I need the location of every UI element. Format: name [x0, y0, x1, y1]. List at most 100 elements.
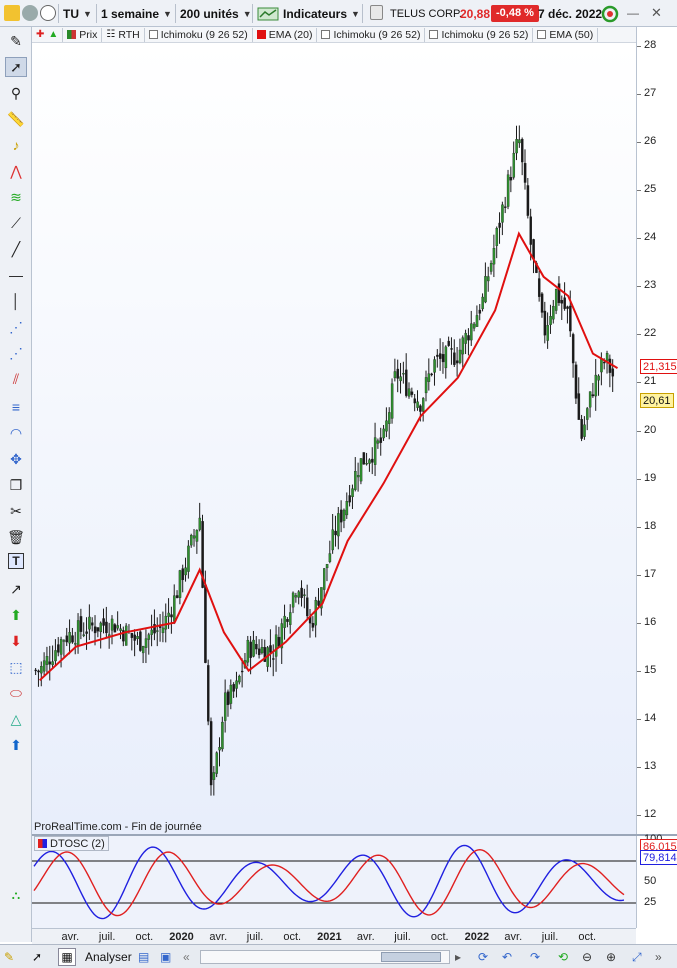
- scroll-end-icon[interactable]: »: [655, 950, 662, 964]
- text-icon[interactable]: T: [8, 553, 24, 569]
- candle: [300, 580, 303, 607]
- zoom-out-icon[interactable]: ⊖: [582, 950, 593, 964]
- scroll-right-icon[interactable]: ▸: [455, 950, 462, 964]
- pencil-icon[interactable]: ✎: [4, 950, 15, 964]
- gann-fan-icon[interactable]: ⋰: [9, 344, 23, 361]
- zoom-in-icon[interactable]: ⊕: [606, 950, 617, 964]
- candle-body: [566, 306, 569, 309]
- legend-ichimoku-1[interactable]: Ichimoku (9 26 52): [145, 27, 253, 42]
- dashboard-icon[interactable]: ▤: [138, 950, 150, 964]
- candle: [371, 447, 374, 475]
- alert-bell-icon[interactable]: ♪: [12, 137, 20, 153]
- network-icon[interactable]: ⛬: [11, 887, 21, 902]
- autoscale-icon[interactable]: ⟲: [558, 950, 569, 964]
- horizontal-line-icon[interactable]: —: [9, 267, 23, 283]
- period-selector[interactable]: 1 semaine ▼: [101, 3, 172, 24]
- scrollbar-thumb[interactable]: [381, 952, 441, 962]
- refresh-icon[interactable]: [601, 5, 619, 23]
- indicator-label[interactable]: DTOSC (2): [34, 836, 109, 851]
- rectangle-icon[interactable]: ⬚: [9, 658, 23, 675]
- scroll-left-icon[interactable]: «: [183, 950, 190, 964]
- chart-icon[interactable]: ▦: [58, 948, 76, 966]
- triangle-icon[interactable]: △: [10, 710, 22, 727]
- arrow-up-icon[interactable]: ▲: [48, 29, 59, 40]
- zoom-icon[interactable]: ⚲: [10, 84, 22, 101]
- redo-icon[interactable]: ↷: [530, 950, 541, 964]
- copy-icon[interactable]: ❐: [9, 476, 23, 493]
- analyse-button[interactable]: Analyser: [85, 950, 132, 964]
- indicator-panel[interactable]: [32, 836, 636, 928]
- horizontal-scrollbar[interactable]: [200, 950, 450, 964]
- candle: [447, 336, 450, 347]
- instrument-icon[interactable]: [4, 5, 20, 21]
- price-axis[interactable]: 28 27 26 25 24 23 22 21 20 19 18 17 16 15 14 13 12 21,315…: [636, 27, 677, 834]
- up-arrow-icon[interactable]: ⬆: [10, 736, 22, 753]
- pencil-icon[interactable]: ✎: [10, 32, 22, 49]
- watchlist-icon[interactable]: [370, 5, 383, 20]
- cursor-icon[interactable]: ➚: [5, 57, 27, 77]
- time-axis[interactable]: avr. juil. oct. 2020 avr. juil. oct. 2021 avr. ju…: [32, 928, 636, 944]
- legend-arrows[interactable]: ✚ ▲: [32, 27, 64, 42]
- ruler-icon[interactable]: 📏: [7, 110, 25, 127]
- legend-ichimoku-3[interactable]: Ichimoku (9 26 52): [425, 27, 534, 42]
- fibonacci-arc-icon[interactable]: ◠: [9, 424, 23, 441]
- candle-body: [356, 475, 360, 478]
- candle: [62, 639, 66, 657]
- price-tick-mark: [637, 382, 641, 384]
- candle: [416, 390, 419, 411]
- ticker-selector[interactable]: TU ▼: [63, 3, 92, 24]
- ellipse-icon[interactable]: ⬭: [10, 684, 22, 701]
- vertical-line-icon[interactable]: │: [11, 293, 21, 309]
- legend-ema20[interactable]: EMA (20): [253, 27, 318, 42]
- candle: [385, 407, 388, 438]
- buy-arrow-icon[interactable]: ⬆: [10, 606, 22, 623]
- regression-icon[interactable]: ≋: [10, 188, 22, 205]
- clock-icon[interactable]: [40, 5, 56, 21]
- segment-icon[interactable]: ⟋: [11, 214, 21, 231]
- candle: [441, 342, 445, 374]
- checkbox[interactable]: [321, 30, 331, 39]
- move-icon[interactable]: ✥: [10, 450, 22, 467]
- checkbox[interactable]: [429, 30, 439, 39]
- candle-body: [583, 424, 586, 437]
- price-tick: 22: [644, 327, 657, 340]
- candle: [580, 414, 583, 442]
- candle-body: [447, 340, 450, 346]
- candle: [320, 587, 323, 616]
- arrow-tool-icon[interactable]: ↗: [10, 580, 22, 597]
- indicators-button[interactable]: Indicateurs ▼: [257, 3, 360, 24]
- checkbox[interactable]: [148, 30, 158, 39]
- tools-icon[interactable]: ✂: [10, 502, 22, 519]
- candle-body: [201, 521, 204, 588]
- sell-arrow-icon[interactable]: ⬇: [10, 632, 22, 649]
- price-chart[interactable]: [32, 43, 636, 834]
- fibonacci-fan-icon[interactable]: ⋰: [9, 318, 23, 335]
- legend-ichimoku-2[interactable]: Ichimoku (9 26 52): [317, 27, 426, 42]
- fibonacci-retracement-icon[interactable]: ≡: [11, 399, 21, 415]
- grid-window-icon[interactable]: ▣: [160, 950, 172, 964]
- panel-separator[interactable]: [32, 834, 677, 836]
- search-icon[interactable]: [22, 5, 38, 21]
- candle: [51, 645, 54, 669]
- channel-icon[interactable]: ⫽: [12, 370, 20, 387]
- cursor-icon[interactable]: ➚: [32, 950, 43, 964]
- legend-price[interactable]: Prix: [63, 27, 103, 42]
- undo-icon[interactable]: ↶: [502, 950, 513, 964]
- candle-body: [37, 670, 40, 673]
- candle-body: [484, 276, 487, 303]
- reload-icon[interactable]: ⟳: [478, 950, 489, 964]
- checkbox[interactable]: [537, 30, 547, 39]
- trend-channel-icon[interactable]: ⋀: [10, 162, 22, 179]
- trash-icon[interactable]: 🗑: [7, 528, 25, 545]
- minimize-icon[interactable]: —: [627, 6, 639, 20]
- arrow-down-icon[interactable]: ✚: [36, 29, 45, 40]
- zoom-fit-icon[interactable]: ⤢: [632, 949, 642, 964]
- line-icon[interactable]: ╱: [11, 240, 21, 257]
- close-icon[interactable]: ✕: [651, 5, 662, 20]
- legend-rth[interactable]: ☷ RTH: [102, 27, 145, 42]
- legend-ema50[interactable]: EMA (50): [533, 27, 599, 42]
- candle: [376, 438, 380, 449]
- units-selector[interactable]: 200 unités ▼: [180, 3, 252, 24]
- candle: [345, 492, 349, 519]
